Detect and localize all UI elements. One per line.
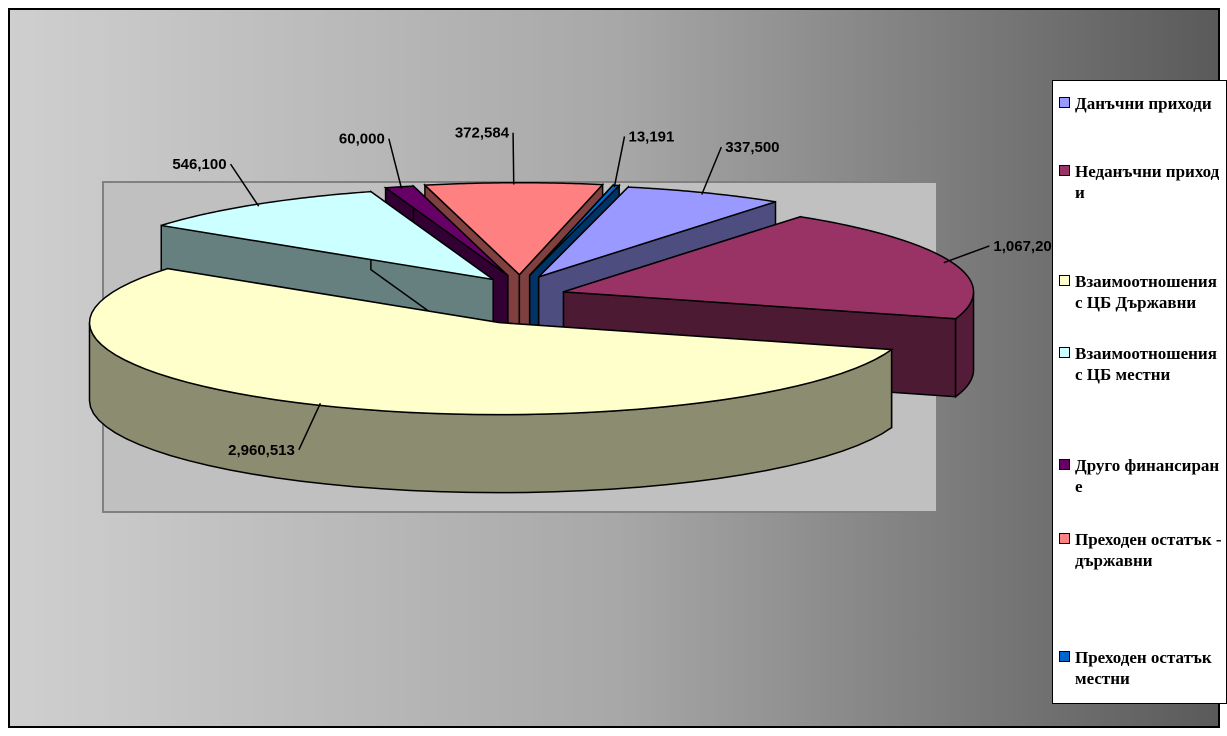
- legend-item: Данъчни приходи: [1059, 93, 1226, 114]
- legend-swatch: [1059, 651, 1070, 662]
- data-label: 2,960,513: [228, 442, 295, 459]
- legend-swatch: [1059, 165, 1070, 176]
- pie-slice-top: [563, 215, 975, 320]
- data-label: 546,100: [172, 156, 226, 173]
- legend-swatch: [1059, 459, 1070, 470]
- leader-line: [701, 146, 723, 195]
- pie-slice-top: [88, 267, 894, 416]
- legend-item: Неданъчни приходи: [1059, 161, 1226, 203]
- legend-label: Преходен остатък местни: [1075, 648, 1212, 688]
- legend-label: Данъчни приходи: [1075, 94, 1212, 113]
- legend: Данъчни приходи Неданъчни приходи Взаимоот…: [1052, 80, 1227, 704]
- pie-slice-top: [529, 184, 621, 276]
- legend-swatch: [1059, 275, 1070, 286]
- legend-item: Взаимоотношения с ЦБ местни: [1059, 343, 1226, 385]
- pie-slice: [88, 267, 894, 494]
- legend-swatch: [1059, 97, 1070, 108]
- legend-label: Друго финансиране: [1075, 456, 1220, 496]
- leader-line: [512, 132, 515, 185]
- leader-line: [943, 245, 990, 264]
- pie-slice-top: [383, 185, 509, 277]
- legend-label: Взаимоотношения с ЦБ Държавни: [1075, 272, 1217, 312]
- pie-slice-top: [538, 186, 776, 278]
- legend-label: Взаимоотношения с ЦБ местни: [1075, 344, 1217, 384]
- legend-swatch: [1059, 347, 1070, 358]
- leader-line: [613, 136, 626, 188]
- legend-item: Преходен остатък - държавни: [1059, 529, 1226, 571]
- legend-label: Неданъчни приходи: [1075, 162, 1220, 202]
- legend-item: Друго финансиране: [1059, 455, 1226, 497]
- legend-label: Преходен остатък - държавни: [1075, 530, 1222, 570]
- legend-item: Преходен остатък местни: [1059, 647, 1226, 689]
- leader-line: [229, 163, 260, 207]
- data-label: 1,067,209: [993, 238, 1060, 255]
- data-label: 60,000: [339, 131, 385, 148]
- leader-line: [298, 403, 322, 451]
- data-label: 13,191: [628, 128, 674, 145]
- legend-item: Взаимоотношения с ЦБ Държавни: [1059, 271, 1226, 313]
- data-label: 372,584: [455, 125, 510, 142]
- data-label: 337,500: [725, 139, 779, 156]
- leader-line: [388, 138, 403, 189]
- pie-slice-top: [161, 190, 494, 281]
- legend-swatch: [1059, 533, 1070, 544]
